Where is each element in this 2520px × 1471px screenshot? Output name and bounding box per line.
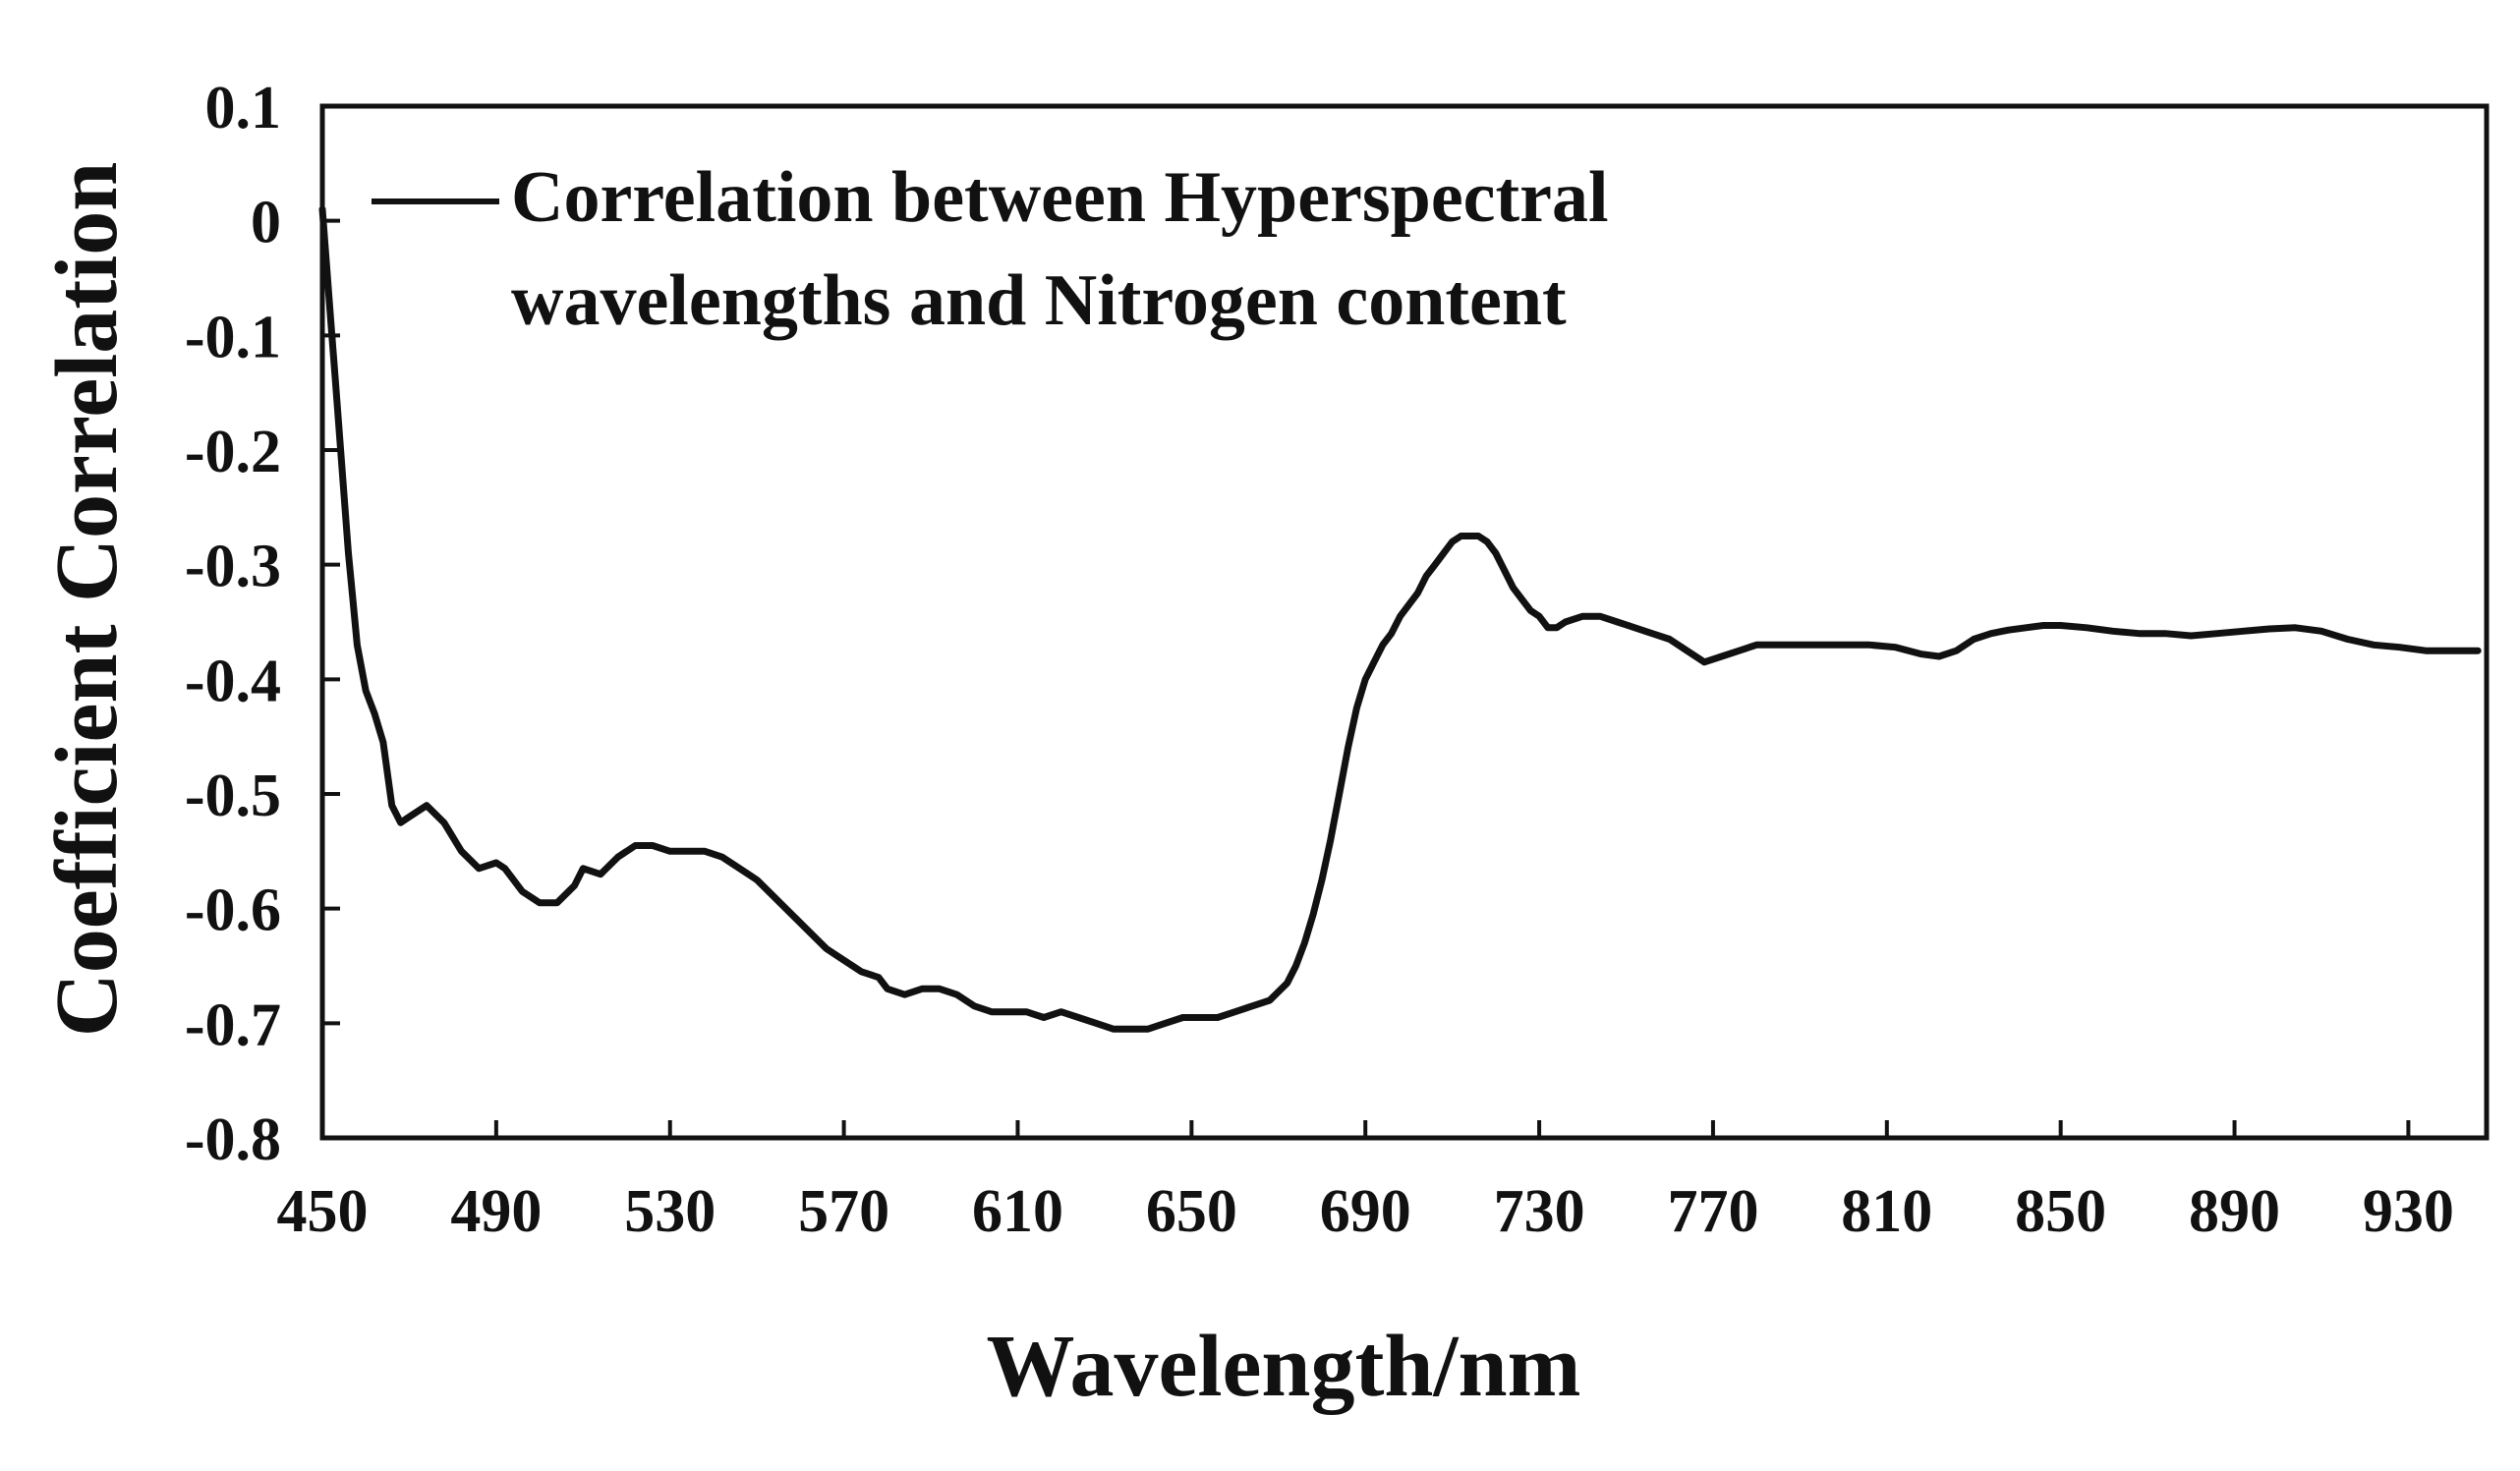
x-tick-label: 850 bbox=[2015, 1178, 2106, 1245]
x-tick-label: 770 bbox=[1667, 1178, 1758, 1245]
y-tick-label: 0 bbox=[251, 190, 281, 256]
x-tick-label: 890 bbox=[2189, 1178, 2280, 1245]
x-tick-label: 610 bbox=[972, 1178, 1063, 1245]
y-tick-label: -0.8 bbox=[185, 1106, 281, 1173]
x-axis-label: Wavelength/nm bbox=[986, 1318, 1580, 1415]
y-tick-label: 0.1 bbox=[205, 75, 282, 141]
legend: Correlation between Hyperspectral wavele… bbox=[372, 157, 1609, 341]
y-tick-label: -0.2 bbox=[185, 419, 281, 485]
plot-area-frame bbox=[319, 103, 2490, 1141]
x-tick-label: 570 bbox=[798, 1178, 889, 1245]
y-tick-label: -0.6 bbox=[185, 877, 281, 944]
x-tick-label: 810 bbox=[1841, 1178, 1932, 1245]
y-axis-label: Coefficient Correlation bbox=[38, 162, 136, 1038]
y-tick-label: -0.5 bbox=[185, 763, 281, 829]
y-tick-label: -0.1 bbox=[185, 304, 281, 370]
x-tick-label: 650 bbox=[1146, 1178, 1237, 1245]
x-tick-label: 930 bbox=[2363, 1178, 2454, 1245]
x-axis-ticks: 450 490 530 570 610 650 690 730 770 810 850 890 930 bbox=[277, 1120, 2454, 1245]
x-tick-label: 690 bbox=[1320, 1178, 1411, 1245]
series-line bbox=[318, 205, 2482, 1033]
y-axis-ticks: 0.1 0 -0.1 -0.2 -0.3 -0.4 -0.5 -0.6 -0.7 -0.8 bbox=[185, 75, 340, 1173]
y-tick-label: -0.7 bbox=[185, 991, 281, 1058]
y-tick-label: -0.4 bbox=[185, 648, 281, 714]
x-tick-label: 530 bbox=[624, 1178, 716, 1245]
legend-label-line-1: Correlation between Hyperspectral bbox=[511, 157, 1609, 238]
y-tick-label: -0.3 bbox=[185, 534, 281, 600]
x-tick-label: 490 bbox=[450, 1178, 542, 1245]
legend-label-line-2: wavelengths and Nitrogen content bbox=[511, 260, 1567, 341]
x-tick-label: 450 bbox=[277, 1178, 369, 1245]
x-tick-label: 730 bbox=[1494, 1178, 1585, 1245]
